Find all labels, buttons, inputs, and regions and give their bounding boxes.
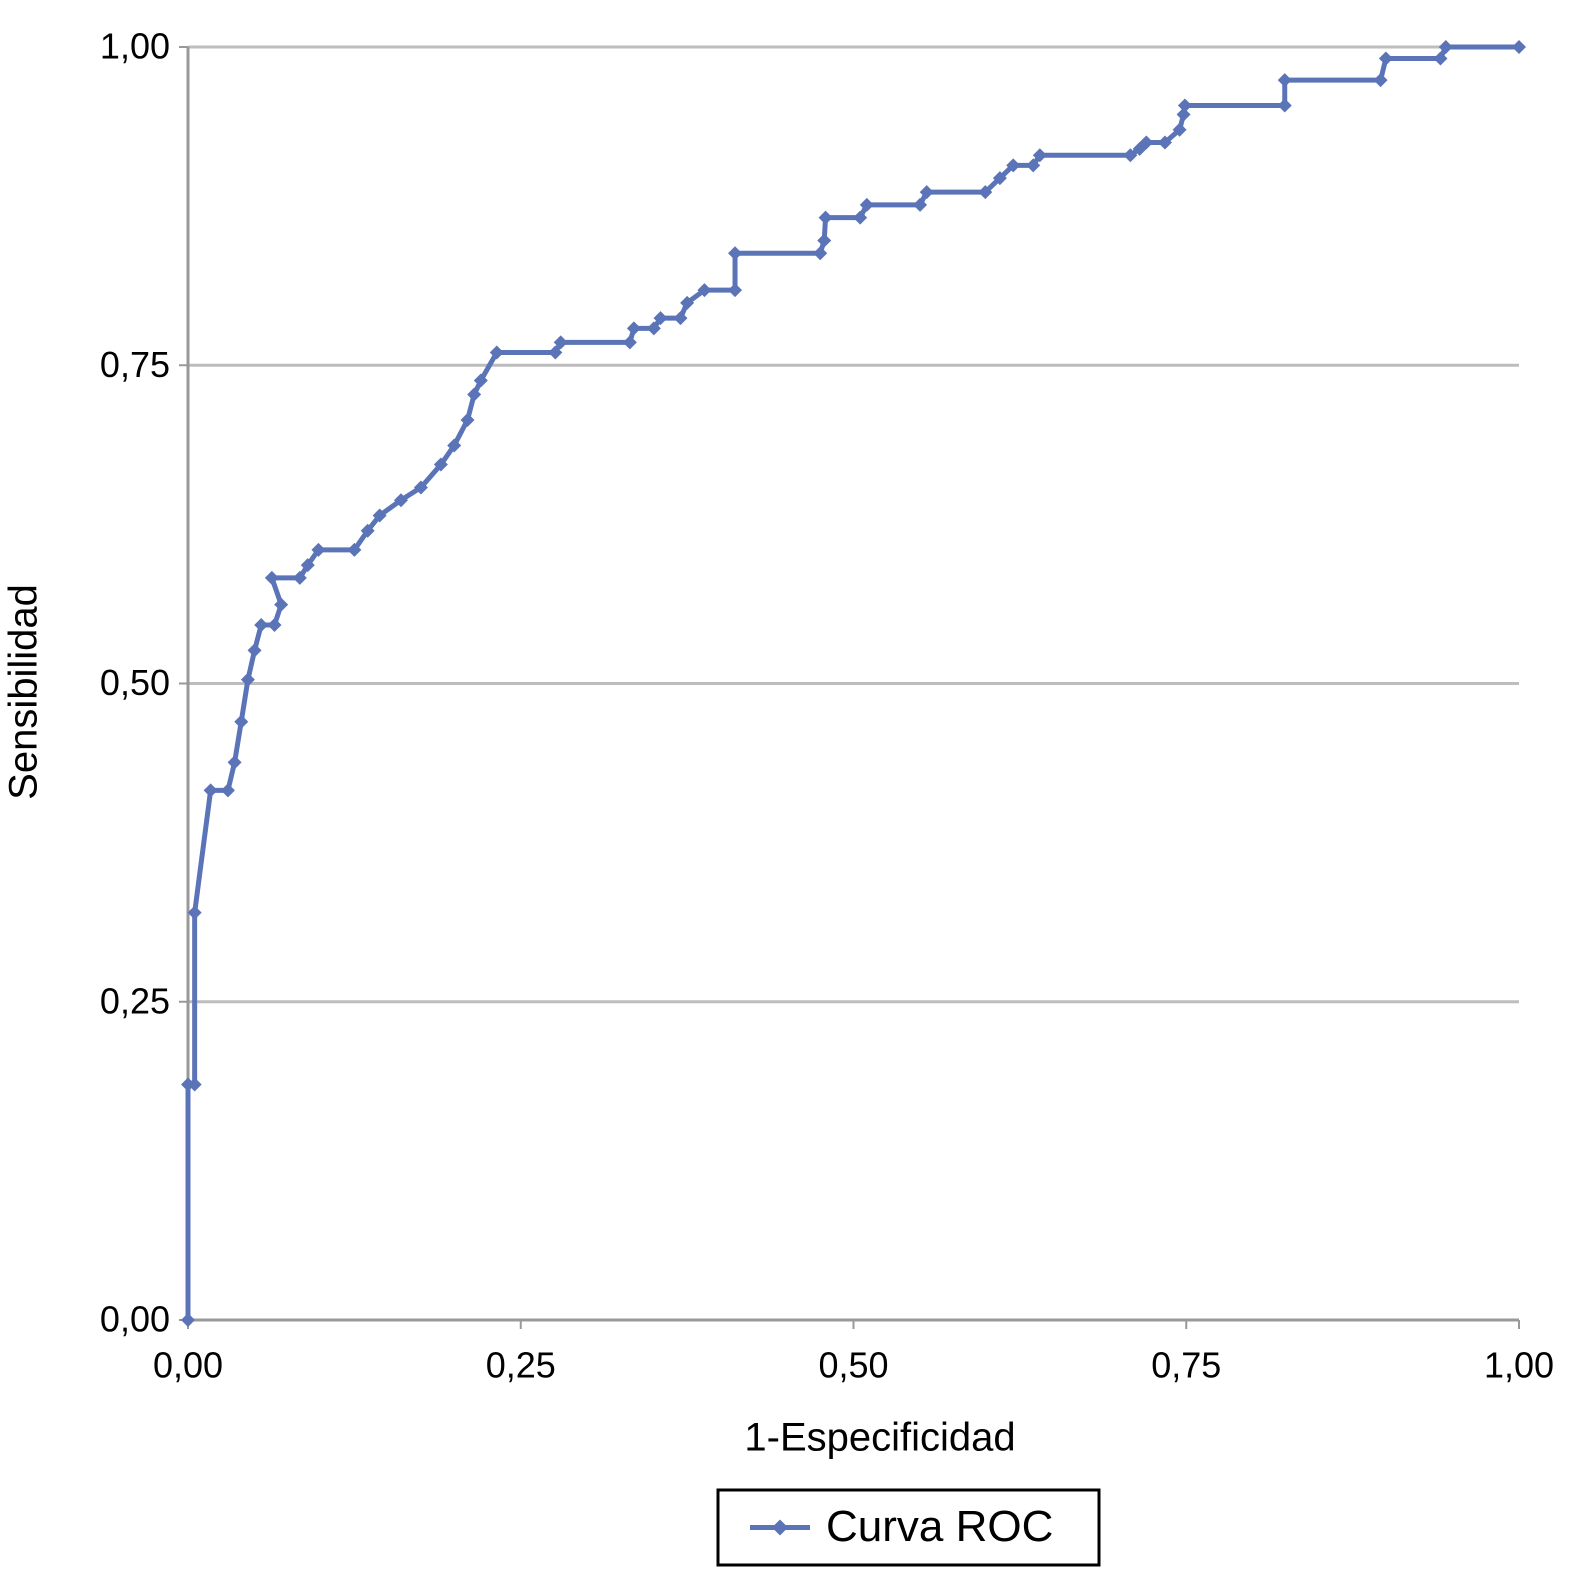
- roc-marker: [433, 457, 448, 472]
- x-axis-label: 1-Especificidad: [744, 1416, 1015, 1460]
- x-tick-label: 0,25: [486, 1345, 556, 1386]
- roc-marker: [347, 542, 362, 557]
- y-tick-label: 0,00: [100, 1299, 170, 1340]
- roc-marker: [1177, 98, 1192, 113]
- legend: Curva ROC: [716, 1488, 1101, 1567]
- roc-marker: [1373, 73, 1388, 88]
- roc-marker: [1378, 51, 1393, 66]
- roc-marker: [372, 508, 387, 523]
- roc-marker: [1277, 73, 1292, 88]
- roc-marker: [467, 387, 482, 402]
- y-tick-label: 1,00: [100, 26, 170, 67]
- roc-marker: [728, 246, 743, 261]
- roc-marker: [1006, 158, 1021, 173]
- roc-marker: [1026, 158, 1041, 173]
- roc-marker: [859, 197, 874, 212]
- roc-marker: [626, 321, 641, 336]
- roc-marker: [1123, 148, 1138, 163]
- legend-marker: [772, 1519, 788, 1536]
- roc-marker: [203, 783, 218, 798]
- roc-marker: [473, 373, 488, 388]
- roc-marker: [913, 197, 928, 212]
- roc-marker: [460, 412, 475, 427]
- roc-marker: [1512, 40, 1526, 54]
- roc-marker: [311, 542, 326, 557]
- y-tick-label: 0,50: [100, 662, 170, 703]
- roc-marker: [254, 617, 269, 632]
- roc-marker: [622, 335, 637, 350]
- roc-marker: [992, 171, 1007, 186]
- roc-marker: [393, 493, 408, 508]
- roc-marker: [264, 570, 279, 585]
- x-tick-label: 0,75: [1151, 1345, 1221, 1386]
- roc-marker: [1157, 135, 1172, 150]
- roc-marker: [187, 1077, 202, 1092]
- roc-marker: [919, 185, 934, 200]
- y-axis-label: Sensibilidad: [2, 584, 46, 800]
- y-tick-label: 0,25: [100, 980, 170, 1021]
- roc-marker: [234, 714, 249, 729]
- roc-marker: [818, 210, 833, 225]
- roc-marker: [1172, 122, 1187, 137]
- roc-marker: [1277, 98, 1292, 113]
- x-tick-label: 1,00: [1484, 1345, 1554, 1386]
- roc-marker: [680, 295, 695, 310]
- roc-marker: [447, 438, 462, 453]
- roc-marker: [1176, 107, 1191, 122]
- roc-marker: [1139, 135, 1154, 150]
- roc-marker: [300, 558, 315, 573]
- roc-marker: [853, 210, 868, 225]
- roc-marker: [817, 233, 832, 248]
- roc-marker: [1438, 40, 1453, 54]
- x-tick-label: 0,50: [818, 1345, 888, 1386]
- roc-marker: [292, 570, 307, 585]
- roc-marker: [267, 617, 282, 632]
- legend-label: Curva ROC: [826, 1502, 1053, 1551]
- roc-marker: [1032, 148, 1047, 163]
- roc-marker: [240, 672, 255, 687]
- roc-marker: [646, 321, 661, 336]
- roc-marker: [548, 345, 563, 360]
- roc-marker: [227, 755, 242, 770]
- roc-marker: [489, 345, 504, 360]
- roc-marker: [813, 246, 828, 261]
- roc-marker: [978, 185, 993, 200]
- roc-marker: [360, 523, 375, 538]
- roc-marker: [673, 311, 688, 326]
- roc-marker: [187, 905, 202, 920]
- roc-marker: [1433, 51, 1448, 66]
- roc-marker: [220, 783, 235, 798]
- roc-marker: [697, 283, 712, 298]
- roc-marker: [181, 1313, 195, 1327]
- roc-marker: [247, 643, 262, 658]
- x-tick-label: 0,00: [153, 1345, 223, 1386]
- roc-marker: [728, 283, 743, 298]
- roc-marker: [653, 311, 668, 326]
- roc-marker: [413, 480, 428, 495]
- roc-marker: [553, 335, 568, 350]
- roc-marker: [274, 597, 289, 612]
- y-tick-label: 0,75: [100, 344, 170, 385]
